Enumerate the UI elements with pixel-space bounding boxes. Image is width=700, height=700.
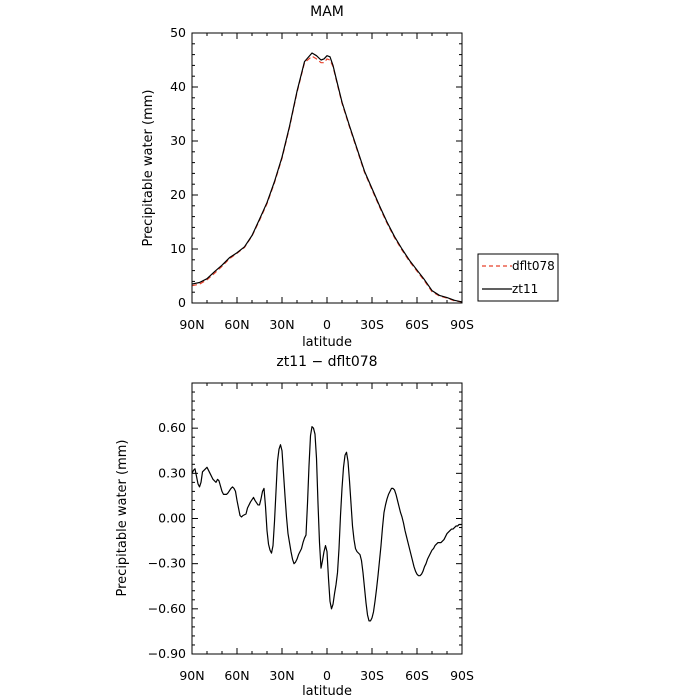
legend: dflt078 zt11: [477, 253, 559, 302]
legend-label-zt11: zt11: [512, 282, 538, 296]
top-y-axis-title: Precipitable water (mm): [141, 90, 156, 247]
bottom-series-group: [191, 426, 462, 622]
panel0-ytick-label: 0: [178, 295, 186, 310]
top-x-tick-labels: 90N 60N 30N 0 30S 60S 90S: [179, 317, 474, 332]
top-x-axis-title: latitude: [302, 335, 352, 350]
panel1-ytick-label: −0.90: [148, 646, 186, 661]
panel1-xtick-label: 60N: [224, 668, 249, 683]
panel1-ytick-label: −0.60: [148, 601, 186, 616]
panel1-xtick-label: 0: [323, 668, 331, 683]
panel0-xtick-label: 90S: [450, 317, 474, 332]
top-plot-frame: [191, 32, 463, 304]
panel0-ytick-label: 30: [170, 133, 186, 148]
bottom-panel: zt11 − dflt078 −0.90 −0.60 −0.30 0.00 0.30 0.…: [115, 354, 474, 699]
top-plot-title: MAM: [310, 4, 344, 20]
panel0-ytick-label: 40: [170, 79, 186, 94]
bottom-plot-frame: [191, 382, 463, 655]
panel1-xtick-label: 90S: [450, 668, 474, 683]
top-tick-marks: [191, 32, 463, 304]
panel0-xtick-label: 30N: [269, 317, 294, 332]
top-panel: MAM 0 10 20 30 40 50 90N 60N 30N 0 30S 60S 90S lati…: [141, 4, 474, 350]
bottom-x-tick-labels: 90N 60N 30N 0 30S 60S 90S: [179, 668, 474, 683]
panel1-xtick-label: 30S: [360, 668, 384, 683]
legend-box: [477, 253, 559, 302]
panel1-ytick-label: −0.30: [148, 556, 186, 571]
panel0-xtick-label: 90N: [179, 317, 204, 332]
panel0-xtick-label: 30S: [360, 317, 384, 332]
bottom-tick-marks: [191, 382, 463, 655]
panel1-xtick-label: 90N: [179, 668, 204, 683]
panel0-series-line-dflt078: [191, 55, 463, 303]
panel1-ytick-label: 0.00: [158, 511, 186, 526]
panel1-ytick-label: 0.60: [158, 420, 186, 435]
panel0-series-line-zt11: [191, 52, 463, 303]
panel0-ytick-label: 20: [170, 187, 186, 202]
bottom-x-axis-title: latitude: [302, 684, 352, 699]
panel0-ytick-label: 10: [170, 241, 186, 256]
bottom-y-axis-title: Precipitable water (mm): [115, 440, 130, 597]
top-y-tick-labels: 0 10 20 30 40 50: [170, 25, 186, 310]
panel1-xtick-label: 60S: [405, 668, 429, 683]
legend-label-dflt078: dflt078: [512, 259, 555, 273]
panel1-xtick-label: 30N: [269, 668, 294, 683]
panel0-xtick-label: 0: [323, 317, 331, 332]
panel0-ytick-label: 50: [170, 25, 186, 40]
panel1-series-line-0: [191, 426, 462, 622]
panel1-ytick-label: 0.30: [158, 465, 186, 480]
panel0-xtick-label: 60N: [224, 317, 249, 332]
top-series-group: [191, 52, 463, 303]
bottom-y-tick-labels: −0.90 −0.60 −0.30 0.00 0.30 0.60: [148, 420, 186, 661]
bottom-plot-title: zt11 − dflt078: [276, 354, 377, 370]
panel0-xtick-label: 60S: [405, 317, 429, 332]
